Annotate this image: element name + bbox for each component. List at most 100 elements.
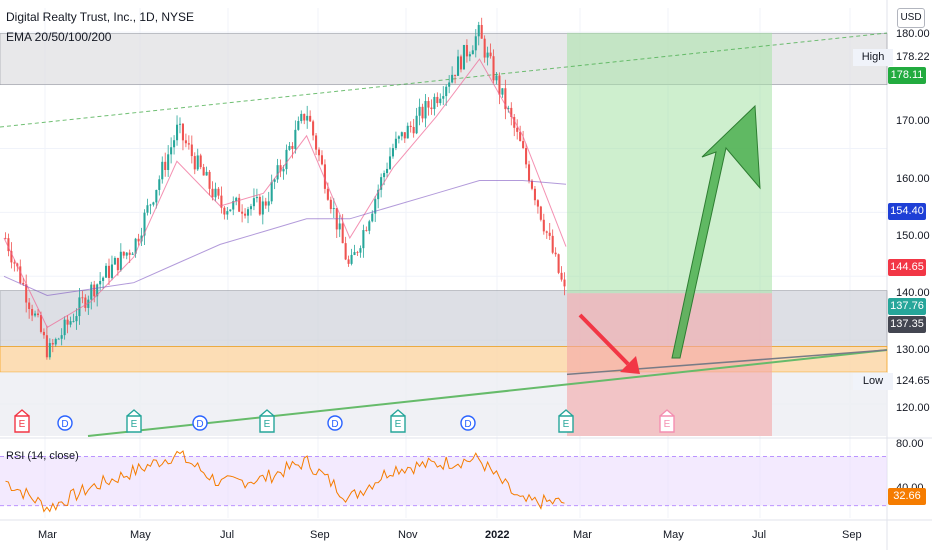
- candle-body: [433, 96, 436, 110]
- candle-body: [397, 136, 400, 139]
- candle-body: [267, 201, 270, 206]
- candle-body: [137, 238, 140, 242]
- candle-body: [312, 121, 315, 136]
- candle-body: [489, 52, 492, 57]
- candle-body: [119, 251, 122, 271]
- candle-body: [105, 265, 108, 278]
- time-tick: Mar: [573, 529, 592, 541]
- candle-body: [430, 107, 433, 110]
- candle-body: [362, 230, 365, 249]
- candle-body: [507, 107, 510, 110]
- candle-body: [75, 316, 78, 322]
- candle-body: [158, 179, 161, 190]
- svg-text:D: D: [331, 419, 338, 430]
- candle-body: [557, 254, 560, 273]
- dividend-marker[interactable]: D: [57, 415, 73, 431]
- dividend-marker[interactable]: D: [192, 415, 208, 431]
- dividend-marker[interactable]: D: [460, 415, 476, 431]
- down-arrow-head: [620, 356, 640, 374]
- candle-body: [199, 155, 202, 168]
- price-tick: 160.00: [896, 173, 930, 185]
- candle-body: [315, 135, 318, 150]
- candle-body: [31, 308, 34, 316]
- candle-body: [459, 56, 463, 70]
- dividend-marker[interactable]: D: [327, 415, 343, 431]
- candle-body: [116, 257, 119, 271]
- candle-body: [297, 121, 300, 130]
- candle-body: [93, 284, 96, 297]
- candle-body: [125, 252, 128, 256]
- candle-body: [273, 179, 276, 182]
- time-tick: 2022: [485, 529, 510, 541]
- candle-body: [255, 196, 258, 199]
- candle-body: [84, 297, 87, 308]
- candle-body: [377, 189, 380, 200]
- candle-body: [439, 98, 442, 104]
- svg-text:E: E: [131, 419, 138, 430]
- candle-body: [462, 44, 465, 70]
- candle-body: [445, 86, 448, 97]
- candle-body: [536, 200, 539, 207]
- candle-body: [388, 156, 392, 169]
- candle-body: [530, 180, 534, 189]
- candle-body: [350, 254, 353, 264]
- candle-body: [48, 343, 51, 358]
- ema-short-line: [3, 58, 567, 329]
- candle-body: [516, 127, 519, 132]
- time-tick: Jul: [220, 529, 235, 541]
- candle-body: [545, 231, 548, 233]
- candle-body: [533, 188, 536, 201]
- earnings-marker[interactable]: E: [259, 409, 275, 433]
- candle-body: [527, 164, 531, 181]
- candle-body: [548, 232, 551, 236]
- candle-body: [122, 251, 125, 256]
- earnings-marker[interactable]: E: [14, 409, 30, 433]
- candle-body: [217, 188, 220, 196]
- upper-trend-line: [0, 32, 888, 128]
- candle-body: [51, 343, 54, 345]
- candle-body: [465, 44, 468, 57]
- candle-body: [477, 24, 480, 37]
- candle-body: [173, 140, 176, 148]
- candle-body: [241, 211, 244, 214]
- candle-body: [306, 115, 309, 121]
- candle-body: [190, 144, 193, 157]
- candle-body: [412, 126, 415, 134]
- price-tick: 140.00: [896, 287, 930, 299]
- candle-body: [380, 177, 383, 190]
- candle-body: [347, 259, 350, 264]
- candle-body: [246, 209, 250, 216]
- candle-body: [551, 235, 554, 253]
- svg-text:E: E: [563, 419, 570, 430]
- candle-body: [131, 253, 134, 255]
- candle-body: [492, 56, 495, 81]
- candle-body: [394, 138, 397, 149]
- candle-body: [196, 155, 199, 170]
- time-tick: Mar: [38, 529, 57, 541]
- currency-button[interactable]: USD: [897, 8, 925, 28]
- high-label: High: [853, 49, 893, 66]
- time-tick: May: [130, 529, 151, 541]
- candle-body: [344, 243, 347, 260]
- earnings-marker[interactable]: E: [659, 409, 675, 433]
- candle-body: [326, 188, 329, 200]
- lower-trend-line: [87, 349, 888, 437]
- earnings-marker[interactable]: E: [126, 409, 142, 433]
- candle-body: [107, 265, 111, 278]
- candle-body: [279, 165, 282, 172]
- candle-body: [264, 201, 267, 206]
- candle-body: [383, 173, 386, 178]
- candle-body: [66, 319, 69, 325]
- earnings-marker[interactable]: E: [390, 409, 406, 433]
- svg-text:D: D: [61, 419, 68, 430]
- candle-body: [102, 277, 105, 281]
- candle-body: [498, 75, 501, 95]
- earnings-marker[interactable]: E: [558, 409, 574, 433]
- candle-body: [69, 321, 72, 325]
- candle-body: [501, 88, 504, 95]
- candle-body: [36, 313, 40, 316]
- candle-body: [483, 38, 486, 58]
- candle-body: [176, 124, 179, 141]
- candle-body: [184, 140, 187, 144]
